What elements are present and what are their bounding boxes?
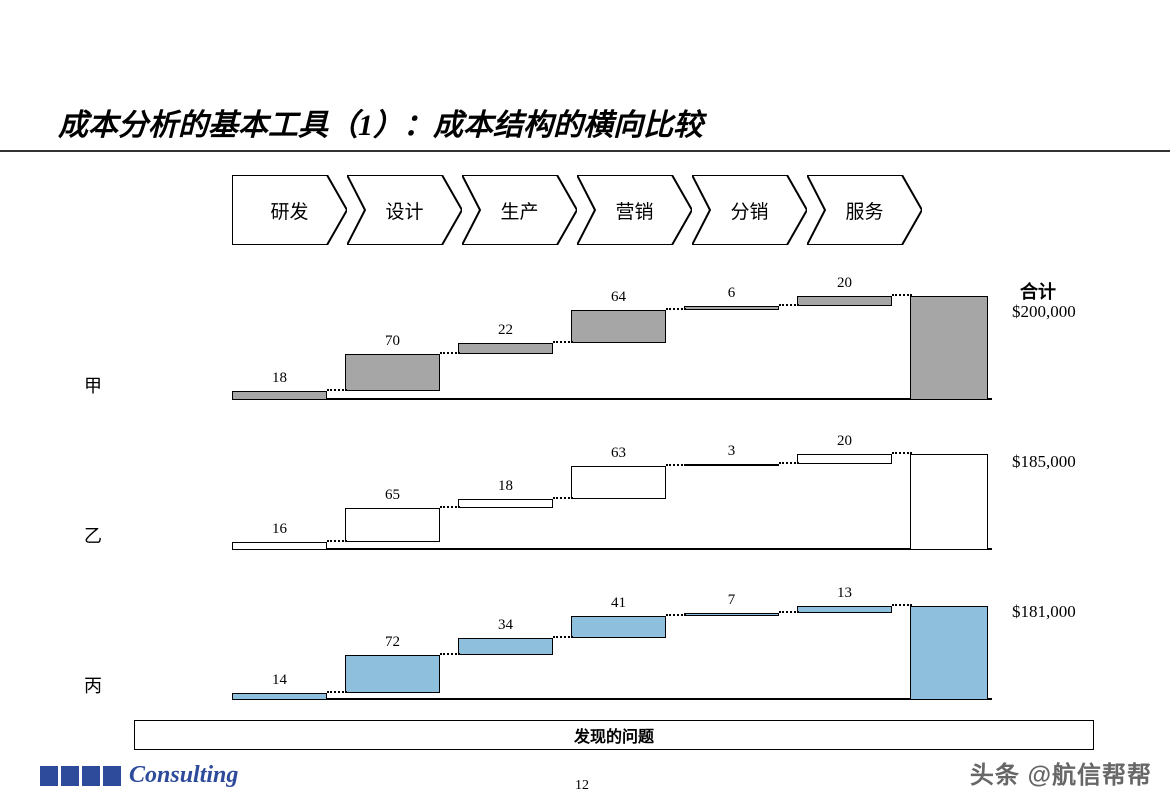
bar-value-label: 34 xyxy=(476,617,536,634)
bar-value-label: 6 xyxy=(702,285,762,302)
total-bar xyxy=(910,454,988,550)
bar-value-label: 13 xyxy=(815,585,875,602)
bar-value-label: 7 xyxy=(702,592,762,609)
waterfall-bar xyxy=(797,296,892,306)
waterfall-bar xyxy=(458,499,553,508)
process-step-label: 研发 xyxy=(270,197,308,224)
process-step: 分销 xyxy=(692,175,807,245)
connector-line xyxy=(779,304,799,306)
bar-value-label: 22 xyxy=(476,322,536,339)
row-label: 丙 xyxy=(84,672,102,698)
watermark: 头条 @航信帮帮 xyxy=(970,755,1152,790)
connector-line xyxy=(553,341,573,343)
waterfall-bar xyxy=(684,613,779,617)
process-step: 设计 xyxy=(347,175,462,245)
row-label: 甲 xyxy=(84,372,102,398)
bar-value-label: 65 xyxy=(363,487,423,504)
connector-line xyxy=(892,294,912,296)
slide-title: 成本分析的基本工具（1）：成本结构的横向比较 xyxy=(58,100,703,144)
row-label: 乙 xyxy=(84,522,102,548)
connector-line xyxy=(666,614,686,616)
connector-line xyxy=(892,604,912,606)
chart-axis xyxy=(232,398,992,400)
footer-box: 发现的问题 xyxy=(134,720,1094,750)
process-step-label: 设计 xyxy=(385,197,423,224)
connector-line xyxy=(553,497,573,499)
footer-box-label: 发现的问题 xyxy=(574,723,654,747)
waterfall-bar xyxy=(797,606,892,613)
connector-line xyxy=(327,389,347,391)
connector-line xyxy=(666,308,686,310)
waterfall-bar xyxy=(345,508,440,542)
connector-line xyxy=(666,464,686,466)
waterfall-chart: 18 70 22 64 6 20 xyxy=(232,270,992,400)
waterfall-bar xyxy=(684,464,779,466)
bar-value-label: 14 xyxy=(250,672,310,689)
bar-value-label: 63 xyxy=(589,445,649,462)
process-step-label: 营销 xyxy=(615,197,653,224)
row-total: $200,000 xyxy=(1012,302,1076,322)
process-step-label: 分销 xyxy=(730,197,768,224)
waterfall-bar xyxy=(232,693,327,700)
process-step: 营销 xyxy=(577,175,692,245)
process-step: 生产 xyxy=(462,175,577,245)
process-step: 服务 xyxy=(807,175,922,245)
brand-squares-icon xyxy=(40,766,121,786)
chart-axis xyxy=(232,548,992,550)
connector-line xyxy=(892,452,912,454)
process-chevrons: 研发 设计 生产 营销 分销 服务 xyxy=(232,175,922,245)
brand-text: Consulting xyxy=(129,762,238,789)
waterfall-chart: 14 72 34 41 7 13 xyxy=(232,570,992,700)
waterfall-bar xyxy=(684,306,779,309)
waterfall-bar xyxy=(345,655,440,692)
waterfall-bar xyxy=(458,638,553,656)
bar-value-label: 18 xyxy=(476,478,536,495)
process-step-label: 服务 xyxy=(845,197,883,224)
bar-value-label: 64 xyxy=(589,289,649,306)
totals-header: 合计 xyxy=(1020,278,1056,304)
bar-value-label: 20 xyxy=(815,433,875,450)
bar-value-label: 41 xyxy=(589,595,649,612)
waterfall-bar xyxy=(571,616,666,637)
connector-line xyxy=(779,611,799,613)
bar-value-label: 16 xyxy=(250,521,310,538)
page-number: 12 xyxy=(575,778,589,794)
connector-line xyxy=(779,462,799,464)
waterfall-bar xyxy=(345,354,440,390)
brand-logo: Consulting xyxy=(40,762,238,789)
total-bar xyxy=(910,606,988,700)
connector-line xyxy=(440,506,460,508)
process-step: 研发 xyxy=(232,175,347,245)
process-step-label: 生产 xyxy=(500,197,538,224)
bar-value-label: 20 xyxy=(815,275,875,292)
waterfall-bar xyxy=(232,391,327,400)
waterfall-bar xyxy=(797,454,892,464)
connector-line xyxy=(440,352,460,354)
connector-line xyxy=(327,540,347,542)
bar-value-label: 18 xyxy=(250,370,310,387)
bar-value-label: 72 xyxy=(363,634,423,651)
waterfall-chart: 16 65 18 63 3 20 xyxy=(232,420,992,550)
row-total: $185,000 xyxy=(1012,452,1076,472)
connector-line xyxy=(327,691,347,693)
waterfall-bar xyxy=(571,466,666,499)
waterfall-bar xyxy=(458,343,553,354)
waterfall-bar xyxy=(571,310,666,343)
waterfall-bar xyxy=(232,542,327,550)
chart-axis xyxy=(232,698,992,700)
row-total: $181,000 xyxy=(1012,602,1076,622)
total-bar xyxy=(910,296,988,400)
connector-line xyxy=(440,653,460,655)
connector-line xyxy=(553,636,573,638)
bar-value-label: 3 xyxy=(702,443,762,460)
bar-value-label: 70 xyxy=(363,333,423,350)
title-underline xyxy=(0,150,1170,152)
